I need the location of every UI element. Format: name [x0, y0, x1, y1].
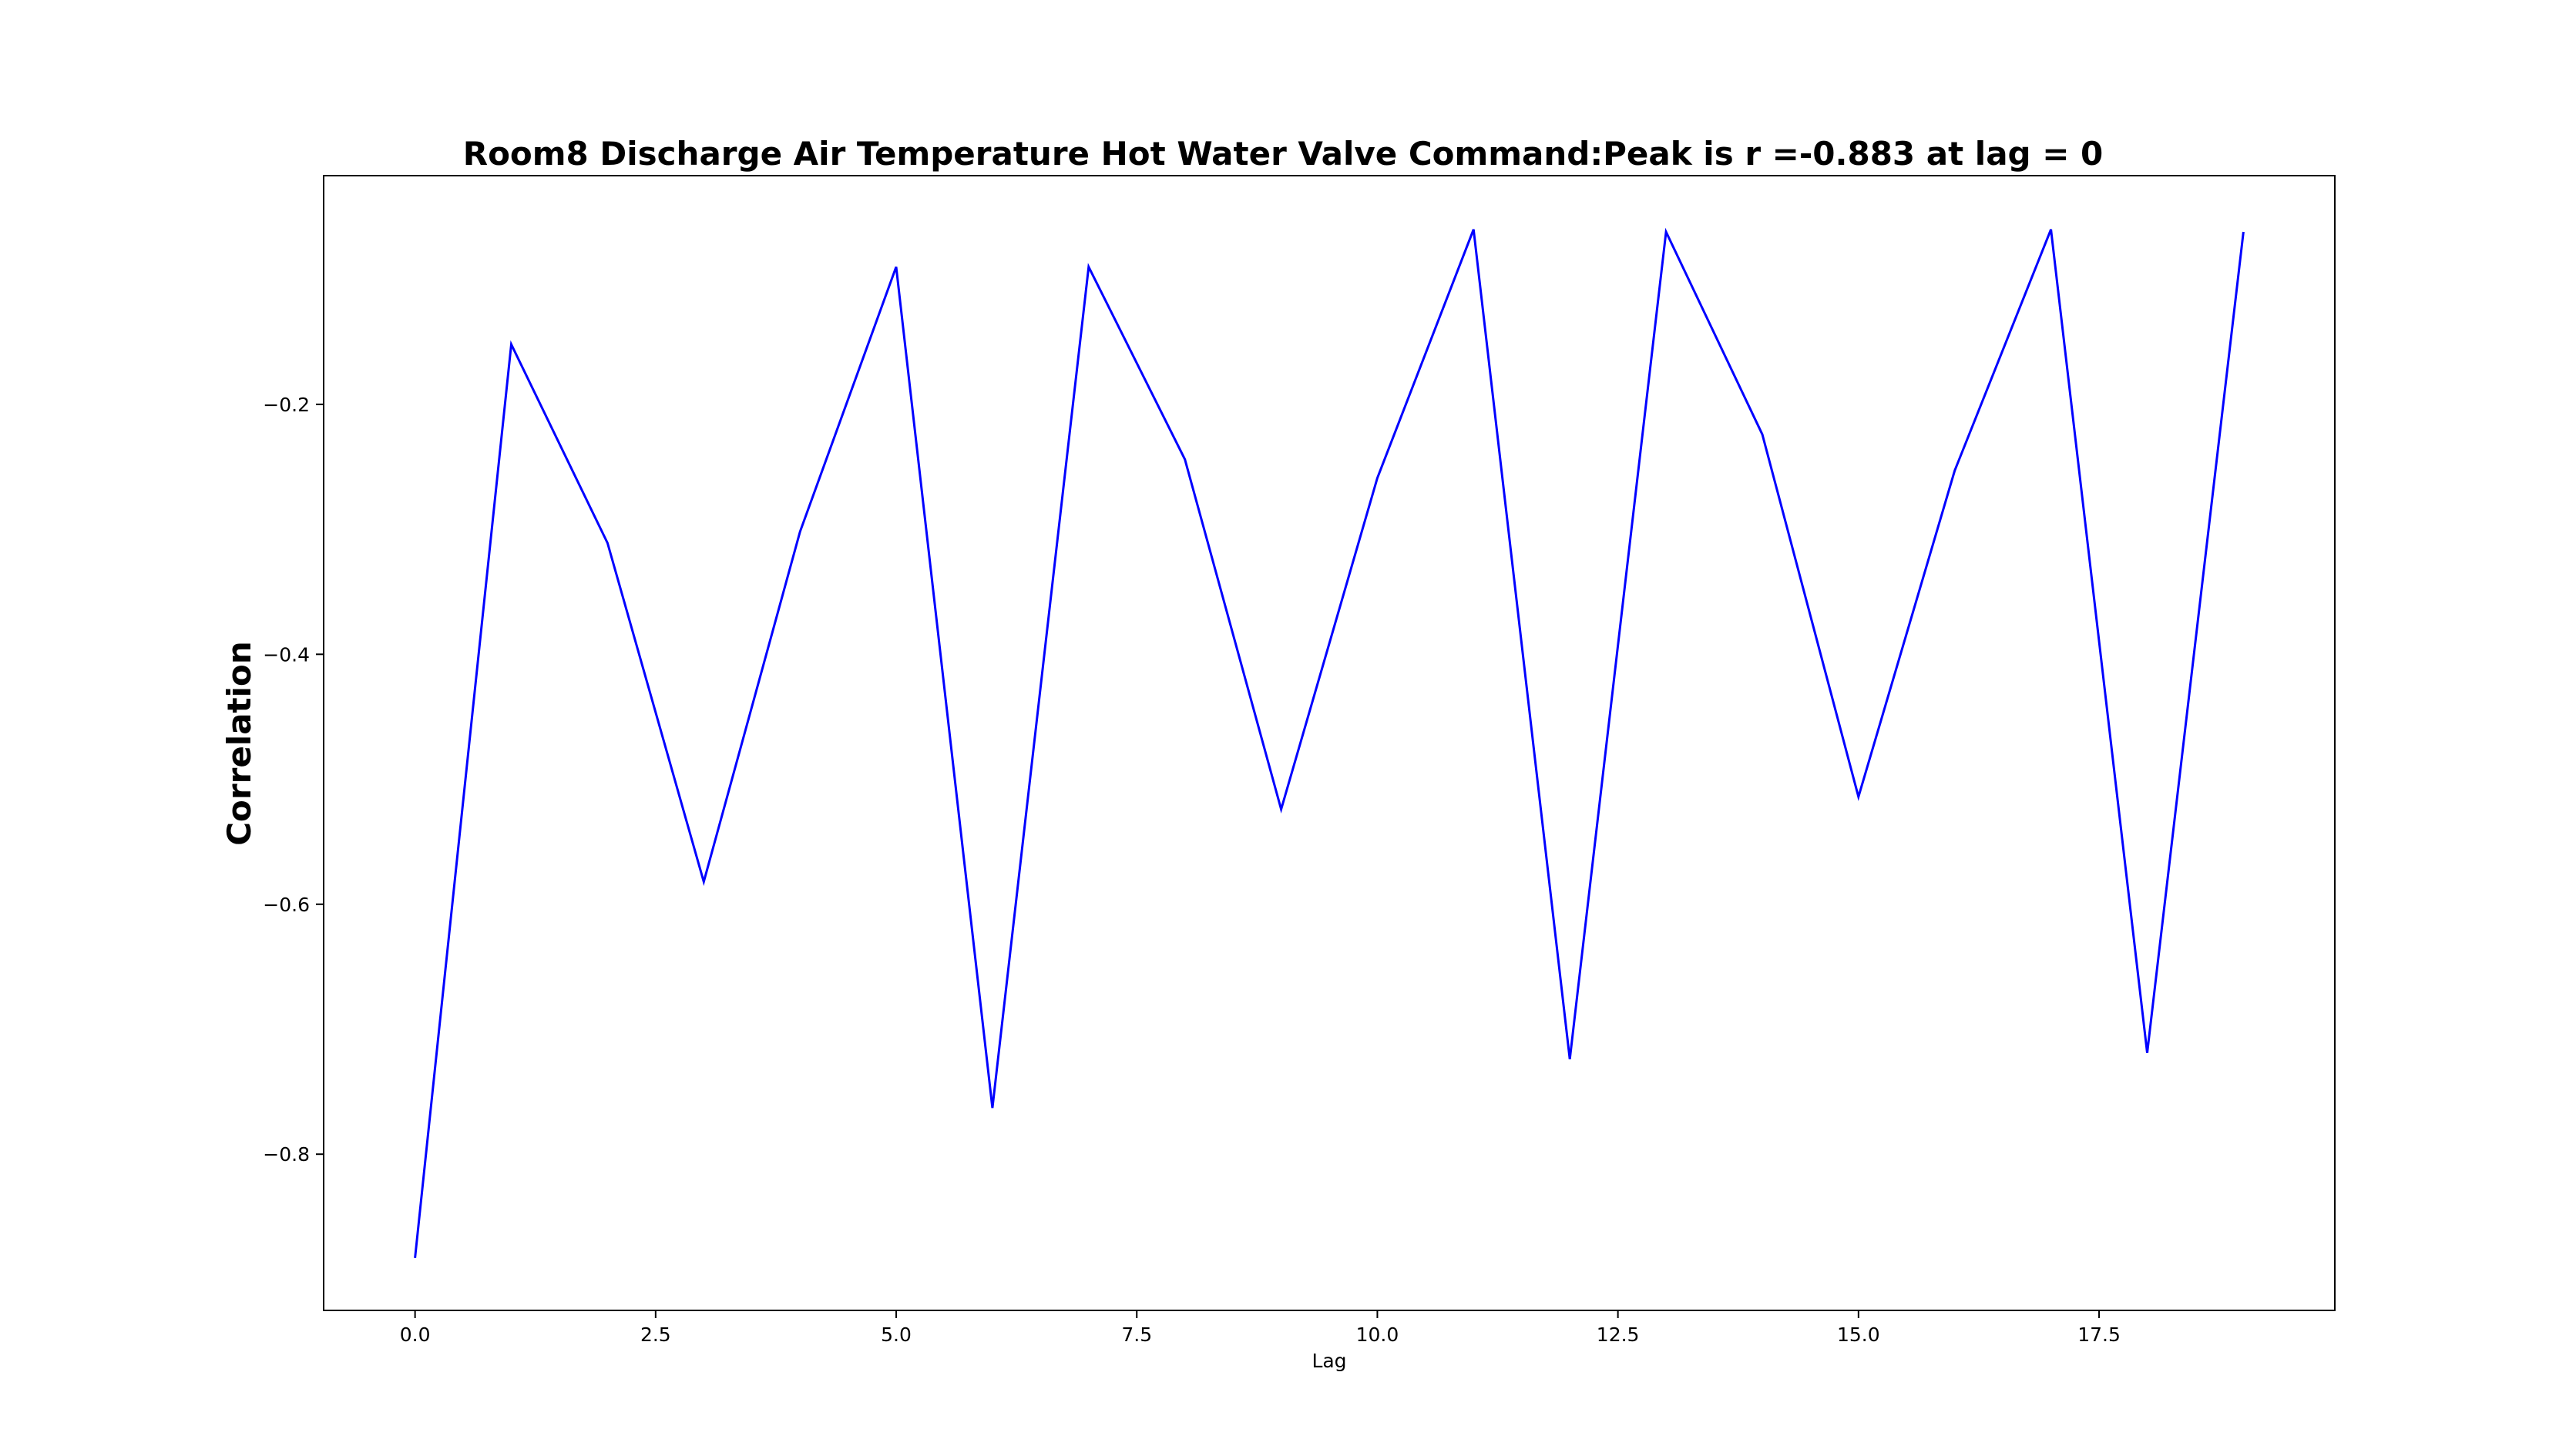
x-tick-label: 15.0	[1837, 1323, 1880, 1346]
x-tick-label: 7.5	[1121, 1323, 1152, 1346]
x-tick-label: 17.5	[2077, 1323, 2121, 1346]
x-tick-label: 0.0	[400, 1323, 431, 1346]
chart-title: Room8 Discharge Air Temperature Hot Wate…	[463, 135, 2104, 173]
y-tick-label: −0.2	[263, 394, 310, 416]
x-tick-label: 12.5	[1597, 1323, 1640, 1346]
y-tick-label: −0.4	[263, 643, 310, 666]
x-tick-label: 5.0	[881, 1323, 912, 1346]
x-axis-label: Lag	[1312, 1350, 1346, 1372]
x-tick-label: 2.5	[640, 1323, 671, 1346]
series-line	[414, 227, 2245, 1259]
y-tick-label: −0.6	[263, 894, 310, 916]
y-axis-label: Correlation	[220, 641, 258, 846]
y-tick-label: −0.8	[263, 1143, 310, 1166]
plot-frame	[323, 175, 2336, 1311]
x-tick-label: 10.0	[1356, 1323, 1399, 1346]
